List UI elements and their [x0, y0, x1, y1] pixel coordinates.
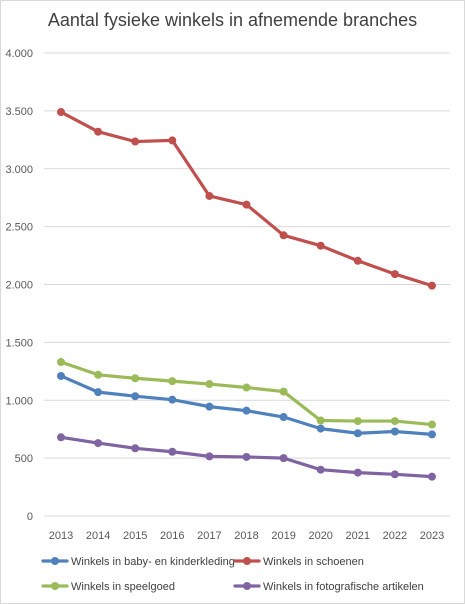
data-point — [94, 439, 103, 448]
data-point — [57, 108, 65, 117]
y-tick-label: 500 — [15, 453, 33, 465]
y-tick-label: 2.000 — [5, 280, 33, 292]
data-point — [94, 370, 103, 379]
x-tick-label: 2014 — [86, 530, 110, 542]
x-tick-label: 2018 — [234, 530, 258, 542]
data-point — [316, 241, 325, 250]
data-point — [168, 447, 177, 456]
data-point — [168, 377, 177, 386]
legend-swatch-marker — [51, 557, 59, 565]
data-point — [205, 452, 214, 461]
x-tick-label: 2013 — [49, 530, 73, 542]
chart-title: Aantal fysieke winkels in afnemende bran… — [47, 10, 418, 30]
data-point — [242, 452, 251, 461]
data-point — [242, 200, 251, 209]
legend-swatch-marker — [243, 582, 251, 590]
x-tick-label: 2022 — [383, 530, 407, 542]
x-tick-label: 2019 — [271, 530, 295, 542]
legend-label: Winkels in speelgoed — [71, 581, 175, 593]
data-point — [131, 444, 140, 453]
data-point — [242, 383, 251, 392]
data-point — [168, 136, 177, 145]
data-point — [279, 231, 288, 240]
data-point — [57, 433, 65, 442]
y-tick-label: 2.500 — [5, 222, 33, 234]
x-tick-label: 2020 — [308, 530, 332, 542]
data-point — [353, 468, 362, 477]
data-point — [279, 387, 288, 396]
data-point — [428, 430, 436, 439]
data-point — [279, 454, 288, 463]
y-tick-label: 1.500 — [5, 337, 33, 349]
data-point — [57, 371, 65, 380]
y-tick-label: 3.000 — [5, 164, 33, 176]
data-point — [353, 256, 362, 265]
data-point — [390, 417, 399, 426]
data-point — [131, 137, 140, 146]
data-point — [428, 472, 436, 481]
data-point — [94, 127, 103, 136]
data-point — [205, 380, 214, 389]
data-point — [428, 420, 436, 429]
data-point — [279, 413, 288, 422]
legend-swatch-marker — [51, 582, 59, 590]
y-tick-label: 0 — [27, 511, 33, 523]
data-point — [242, 406, 251, 415]
data-point — [316, 416, 325, 425]
data-point — [168, 395, 177, 404]
data-point — [131, 392, 140, 401]
x-tick-label: 2017 — [197, 530, 221, 542]
x-tick-label: 2015 — [123, 530, 147, 542]
data-point — [353, 417, 362, 426]
data-point — [390, 427, 399, 436]
data-point — [205, 191, 214, 200]
series-line — [59, 110, 434, 288]
y-tick-label: 4.000 — [5, 48, 33, 60]
data-point — [94, 388, 103, 397]
data-point — [131, 374, 140, 383]
data-point — [316, 424, 325, 433]
legend-label: Winkels in schoenen — [263, 556, 364, 568]
x-tick-label: 2021 — [346, 530, 370, 542]
data-point — [353, 429, 362, 438]
x-tick-label: 2023 — [420, 530, 444, 542]
data-point — [390, 470, 399, 479]
legend-swatch-marker — [243, 557, 251, 565]
y-tick-label: 1.000 — [5, 395, 33, 407]
data-point — [57, 358, 65, 367]
data-point — [390, 270, 399, 279]
x-tick-label: 2016 — [160, 530, 184, 542]
y-tick-label: 3.500 — [5, 106, 33, 118]
data-point — [428, 281, 436, 290]
data-point — [316, 465, 325, 474]
legend-label: Winkels in baby- en kinderkleding — [71, 556, 235, 568]
data-point — [205, 402, 214, 411]
legend-label: Winkels in fotografische artikelen — [263, 581, 424, 593]
